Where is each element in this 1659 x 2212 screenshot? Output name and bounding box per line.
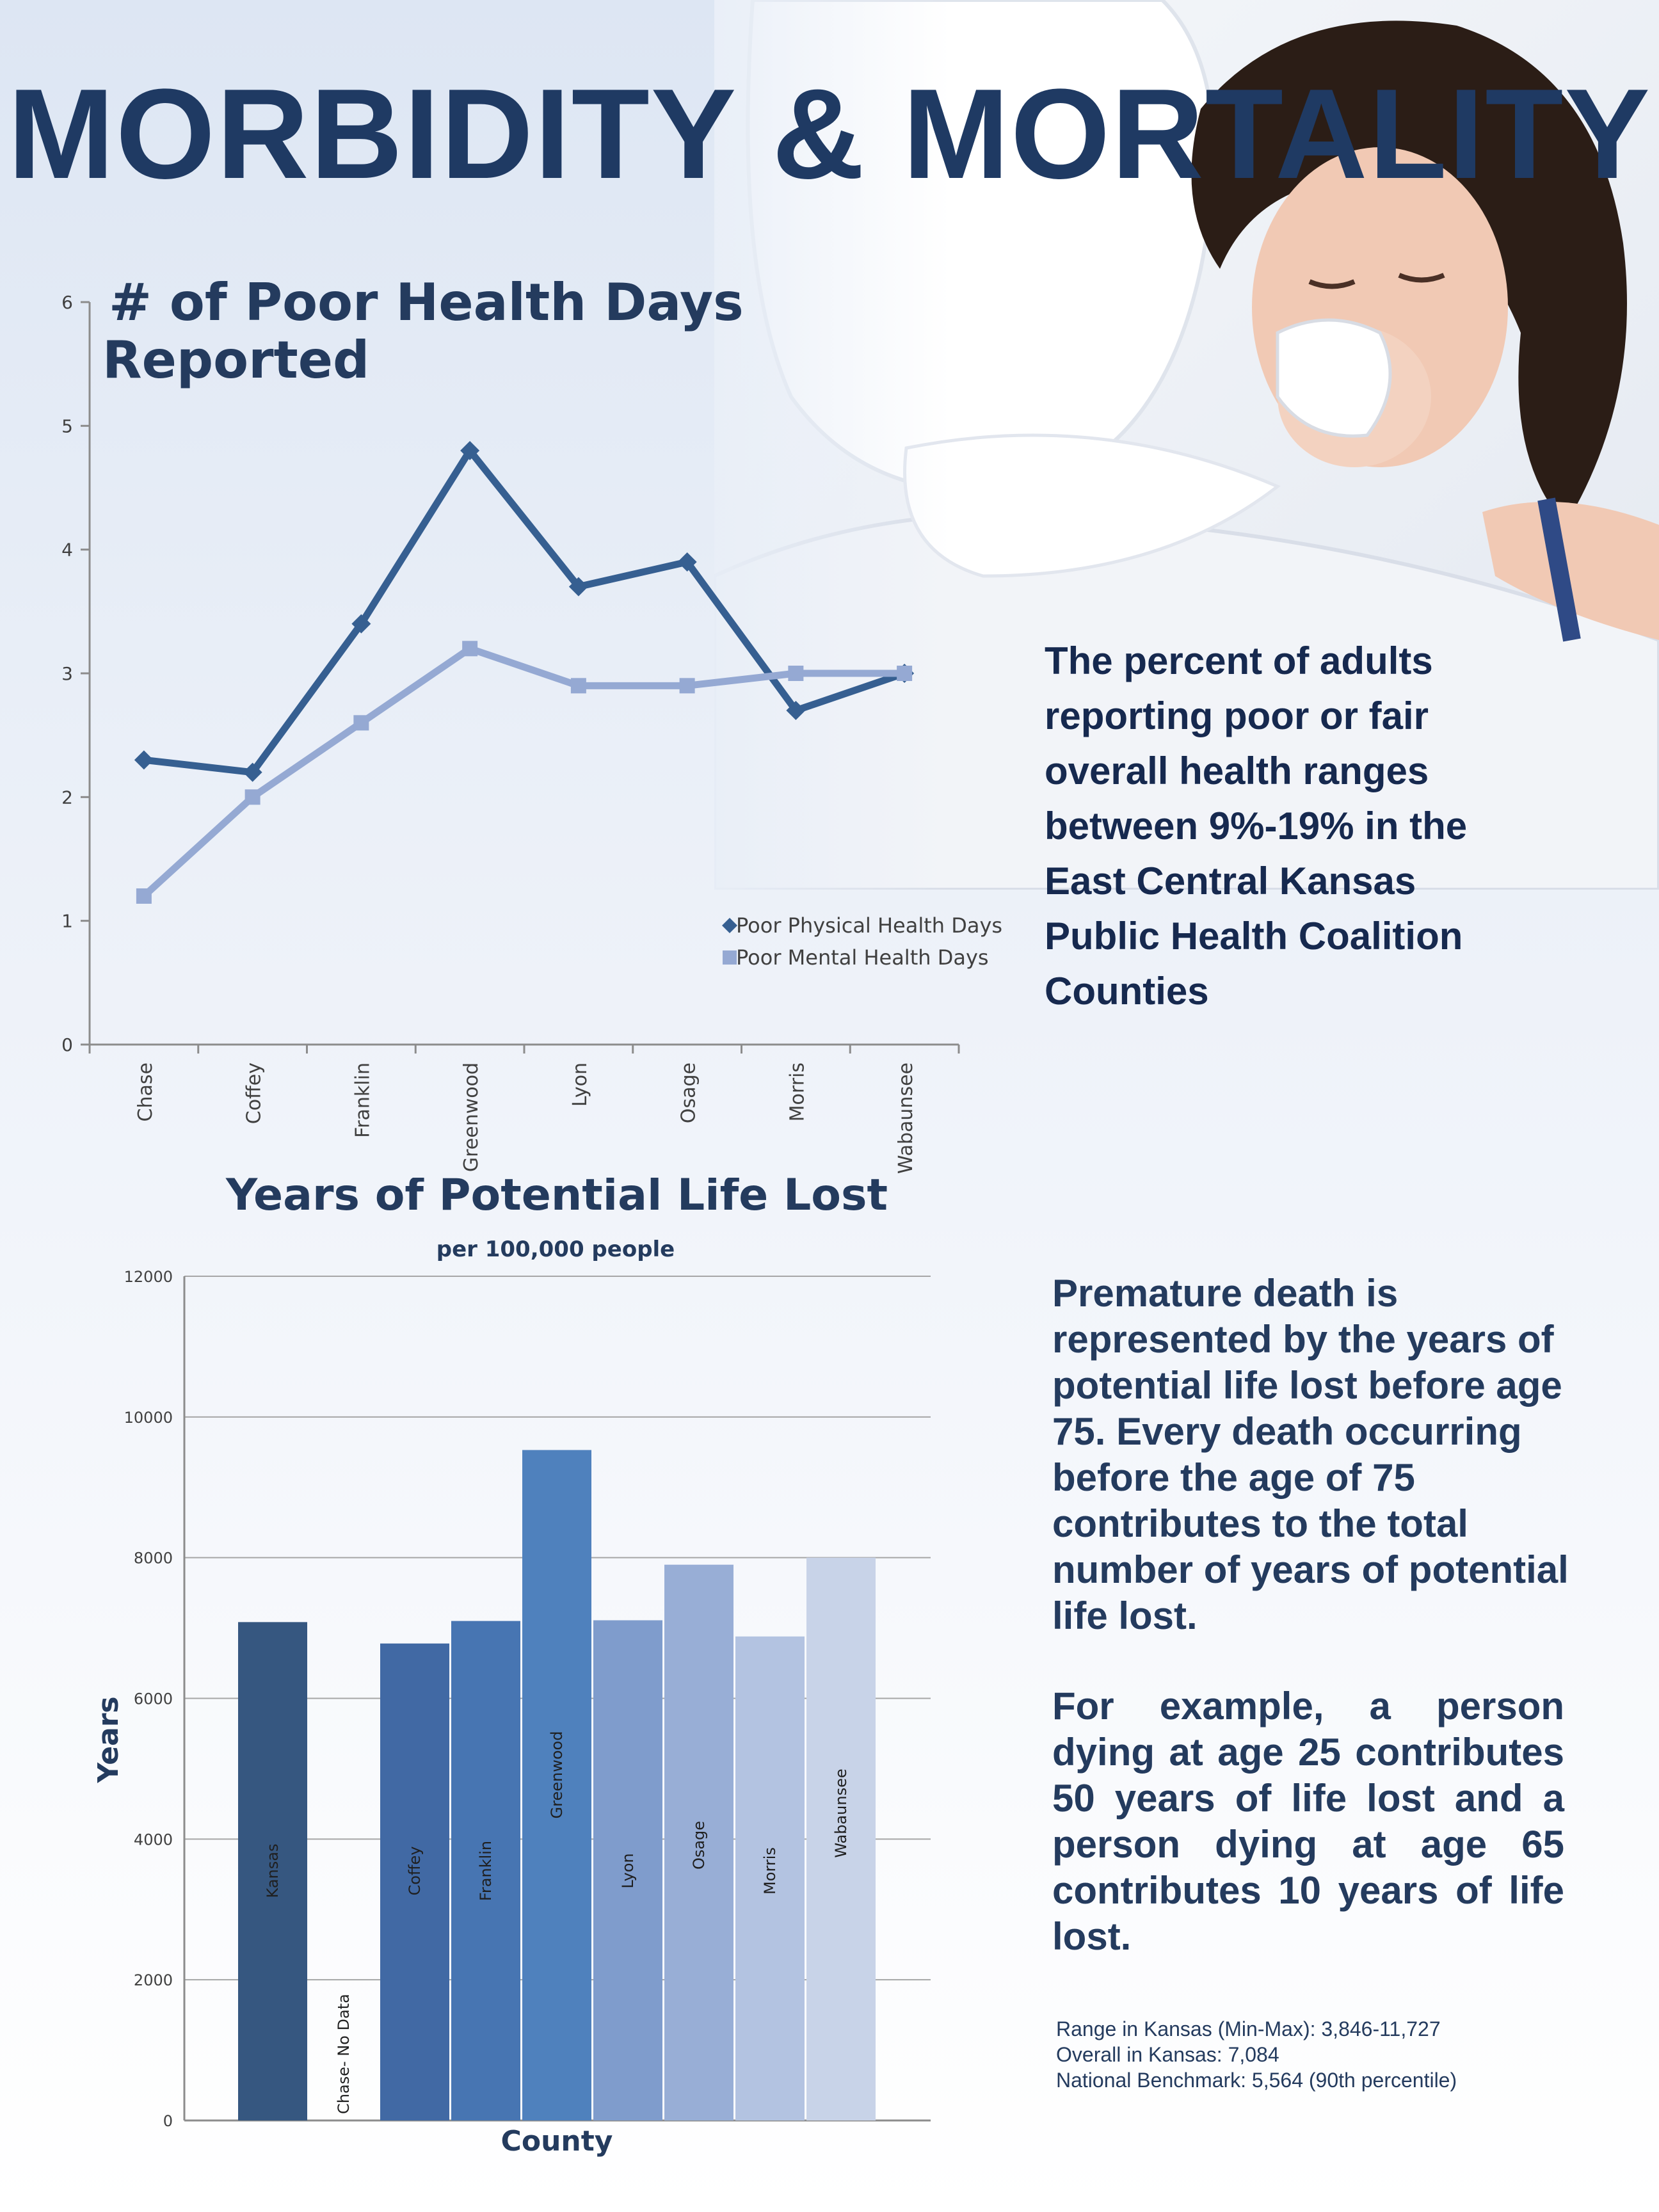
chart-title-line-1: # of Poor Health Days [109,273,744,332]
chart-subtitle: per 100,000 people [437,1237,675,1262]
y-tick-label: 0 [61,1034,73,1055]
y-tick-label: 4 [61,540,73,561]
y-tick-label: 6000 [134,1690,173,1708]
legend-label: Poor Physical Health Days [736,913,1002,938]
sick-woman-photo [714,0,1659,890]
poor-health-days-chart: # of Poor Health Days Reported 0 1 2 3 4 5 6 Ch… [0,256,1024,1190]
y-tick-label: 2000 [134,1971,173,1989]
bar-label: Wabaunsee [832,1768,850,1857]
legend-label: Poor Mental Health Days [736,945,989,970]
mental-data-point [570,678,586,694]
overall-stat: Overall in Kansas: 7,084 [1056,2043,1279,2066]
x-tick-label: Lyon [569,1062,591,1107]
mental-data-point [136,888,152,904]
y-tick-label: 0 [163,2112,173,2130]
x-tick-label: Franklin [351,1062,374,1138]
physical-data-point [243,762,262,782]
x-tick-label: Morris [786,1062,808,1121]
y-tick-label: 10000 [124,1409,173,1427]
bar-label: Greenwood [548,1731,566,1819]
mental-data-point [353,715,369,731]
benchmark-stat: National Benchmark: 5,564 (90th percenti… [1056,2069,1457,2092]
yppl-chart: Years of Potential Life Lost per 100,000… [0,1170,960,2189]
x-tick-label: Chase [134,1062,157,1121]
bar-label: Franklin [477,1841,495,1901]
y-tick-label: 1 [61,911,73,932]
y-tick-label: 6 [61,292,73,313]
y-tick-label: 3 [61,663,73,684]
legend-square-marker [723,950,737,965]
physical-data-point [786,701,806,720]
mental-data-point [788,666,804,681]
chart-title-line-2: Reported [102,330,369,390]
bar-label: Osage [690,1821,708,1870]
example-text: For example, a person dying at age 25 co… [1052,1685,1564,1958]
bar-label: Lyon [619,1853,637,1888]
kansas-stats: Range in Kansas (Min-Max): 3,846-11,727 … [1056,2016,1632,2093]
physical-data-point [568,577,588,597]
premature-death-text: Premature death is represented by the ye… [1052,1272,1569,1637]
x-tick-label: Wabaunsee [895,1062,917,1174]
physical-series-line [143,447,906,776]
y-tick-label: 5 [61,415,73,437]
x-tick-label: Osage [678,1062,700,1123]
physical-data-point [134,750,154,770]
bar [238,1622,307,2120]
page-title: MORBIDITY & MORTALITY [8,63,1651,205]
yppl-svg: Years of Potential Life Lost per 100,000… [92,1170,931,2158]
mental-data-point [679,678,695,694]
physical-data-point [677,552,697,572]
legend-diamond-marker [722,918,737,933]
bar [593,1620,662,2120]
range-stat: Range in Kansas (Min-Max): 3,846-11,727 [1056,2017,1441,2040]
poor-health-days-svg: # of Poor Health Days Reported 0 1 2 3 4 5 6 Ch… [61,273,1002,1174]
y-tick-label: 12000 [124,1268,173,1286]
y-tick-label: 4000 [134,1831,173,1848]
bar-label: Chase- No Data [335,1994,353,2114]
y-tick-label: 8000 [134,1550,173,1567]
bar-label: Morris [761,1847,779,1895]
bar [380,1643,449,2120]
bar-label: Coffey [406,1847,424,1896]
coalition-text: The percent of adults reporting poor or … [1045,639,1468,1013]
bar-label: Kansas [264,1844,282,1898]
x-tick-label: Coffey [243,1062,266,1124]
physical-data-point [460,441,480,460]
chart-title: Years of Potential Life Lost [225,1178,888,1221]
mental-data-point [897,666,913,681]
bar [806,1557,876,2120]
y-tick-label: 2 [61,787,73,808]
bar [664,1564,733,2120]
x-axis-label: County [501,2125,613,2158]
mental-data-point [244,789,260,805]
y-axis-label: Years [92,1696,125,1783]
bar [522,1450,591,2120]
mental-data-point [462,641,478,657]
x-tick-label: Greenwood [460,1062,483,1172]
bar [735,1636,805,2120]
bar [451,1621,520,2120]
mental-series-line [141,645,905,899]
photo-illustration [714,0,1659,890]
physical-data-point [351,614,371,634]
